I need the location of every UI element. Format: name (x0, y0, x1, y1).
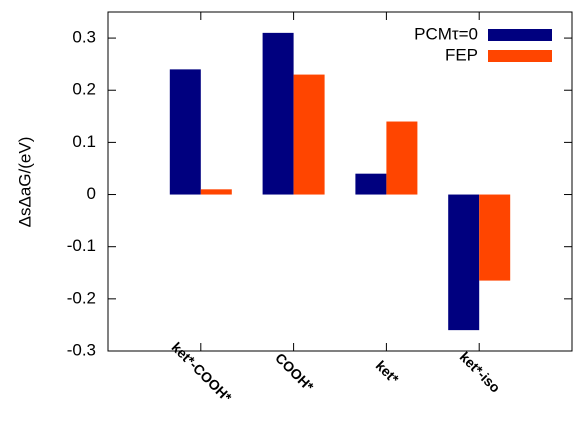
y-tick-label: 0.2 (72, 80, 96, 99)
bar (200, 189, 232, 195)
y-tick-label: -0.2 (67, 288, 96, 307)
x-tick-label: COOH* (272, 350, 317, 395)
bar (293, 74, 325, 195)
x-tick-label: ket* (373, 357, 403, 387)
plot-frame (107, 11, 573, 352)
legend-swatch (488, 29, 552, 41)
y-tick-label: -0.1 (67, 236, 96, 255)
bar (386, 121, 418, 195)
legend-label: PCMτ=0 (414, 24, 478, 43)
y-tick-label: 0.3 (72, 28, 96, 47)
y-tick-label: -0.3 (67, 340, 96, 359)
y-tick-label: 0.1 (72, 132, 96, 151)
legend-label: FEP (445, 45, 478, 64)
x-tick-label: ket*-COOH* (169, 339, 236, 406)
bar (448, 194, 480, 331)
y-axis-label: ΔsΔaG/(eV) (15, 137, 34, 228)
bar (169, 69, 201, 195)
bar (262, 32, 294, 195)
bar (479, 194, 511, 281)
x-tick-label: ket*-iso (457, 349, 504, 396)
bar (355, 173, 387, 195)
legend-swatch (488, 50, 552, 62)
y-tick-label: 0 (87, 184, 96, 203)
